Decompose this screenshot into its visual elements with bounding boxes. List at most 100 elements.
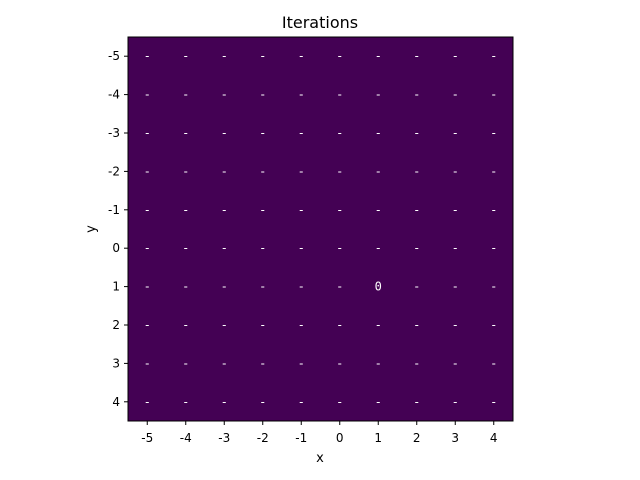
heatmap-cell-empty: - [452,203,459,217]
y-axis-ticks: -5 -4 -3 -2 -1 0 1 2 3 4 [108,49,128,409]
heatmap-cell-empty: - [413,88,420,102]
heatmap-cell-empty: - [259,395,266,409]
heatmap-cell-empty: - [221,126,228,140]
heatmap-cell-empty: - [259,126,266,140]
heatmap-cell-empty: - [413,203,420,217]
x-tick-label: -1 [295,431,307,445]
heatmap-cell-empty: - [182,88,189,102]
heatmap-cell-empty: - [490,203,497,217]
heatmap-cell-empty: - [182,395,189,409]
heatmap-cell-empty: - [413,395,420,409]
heatmap-cell-empty: - [144,318,151,332]
x-axis-label: x [316,451,324,466]
heatmap-cell-empty: - [182,164,189,178]
x-tick-label: 3 [451,431,459,445]
heatmap-cell-empty: - [182,126,189,140]
heatmap-cell-empty: - [375,203,382,217]
heatmap-cell-empty: - [221,356,228,370]
heatmap-cell-empty: - [413,164,420,178]
heatmap-cell-empty: - [375,88,382,102]
heatmap-cell-empty: - [490,241,497,255]
y-tick-label: 4 [112,395,120,409]
y-tick-label: 1 [112,280,120,294]
heatmap-cell-empty: - [298,203,305,217]
heatmap-cell-empty: - [452,88,459,102]
heatmap-cell-empty: - [221,88,228,102]
heatmap-cell-empty: - [413,318,420,332]
y-tick-label: -2 [108,164,120,178]
heatmap-cell-empty: - [298,164,305,178]
heatmap-cell-empty: - [259,49,266,63]
heatmap-cell-empty: - [144,280,151,294]
heatmap-cell-empty: - [336,88,343,102]
heatmap-cell-empty: - [336,49,343,63]
heatmap-cell-empty: - [336,164,343,178]
heatmap-cell-empty: - [413,49,420,63]
heatmap-cell-empty: - [298,318,305,332]
heatmap-cell-empty: - [490,318,497,332]
heatmap-cell-empty: - [221,203,228,217]
heatmap-cell-empty: - [490,49,497,63]
y-tick-label: -4 [108,88,120,102]
heatmap-cell-empty: - [336,241,343,255]
heatmap-cell-empty: - [452,49,459,63]
heatmap-cell-empty: - [413,126,420,140]
heatmap-cell-empty: - [490,395,497,409]
heatmap-cell-empty: - [413,356,420,370]
heatmap-cell-empty: - [144,126,151,140]
heatmap-cell-labels: - - - - - - - - - - - - - - - - - - - - - - - - - - - - - - - - - - - - - - - -… [144,49,498,409]
heatmap-cell-empty: - [336,395,343,409]
heatmap-cell-empty: - [298,241,305,255]
heatmap-cell-empty: - [452,318,459,332]
heatmap-cell-empty: - [375,164,382,178]
heatmap-cell-empty: - [490,126,497,140]
x-tick-label: -2 [257,431,269,445]
heatmap-cell-empty: - [413,280,420,294]
heatmap-cell-empty: - [259,280,266,294]
x-axis-ticks: -5 -4 -3 -2 -1 0 1 2 3 4 [141,421,498,445]
heatmap-cell-empty: - [259,164,266,178]
heatmap-cell-empty: - [259,356,266,370]
heatmap-cell-empty: - [182,241,189,255]
heatmap-cell-empty: - [452,164,459,178]
heatmap-cell-empty: - [452,241,459,255]
heatmap-cell-empty: - [182,203,189,217]
y-tick-label: -1 [108,203,120,217]
heatmap-cell-empty: - [452,395,459,409]
heatmap-cell-empty: - [144,203,151,217]
heatmap-area [127,36,514,422]
heatmap-cell-empty: - [259,203,266,217]
heatmap-cell-empty: - [259,318,266,332]
heatmap-cell-empty: - [144,49,151,63]
heatmap-cell-empty: - [452,356,459,370]
heatmap-cell-empty: - [182,49,189,63]
y-tick-label: -5 [108,49,120,63]
heatmap-cell-empty: - [375,356,382,370]
heatmap-cell-empty: - [336,126,343,140]
x-tick-label: 1 [374,431,382,445]
heatmap-cell-empty: - [259,241,266,255]
heatmap-cell-value: 0 [375,280,382,294]
heatmap-cell-empty: - [413,241,420,255]
heatmap-cell-empty: - [375,395,382,409]
heatmap-cell-empty: - [336,318,343,332]
heatmap-cell-empty: - [375,49,382,63]
y-tick-label: -3 [108,126,120,140]
heatmap-cell-empty: - [375,318,382,332]
heatmap-cell-empty: - [221,164,228,178]
heatmap-cell-empty: - [336,280,343,294]
heatmap-cell-empty: - [298,356,305,370]
y-tick-label: 2 [112,318,120,332]
heatmap-cell-empty: - [452,126,459,140]
heatmap-cell-empty: - [144,88,151,102]
heatmap-cell-empty: - [490,88,497,102]
heatmap-cell-empty: - [375,241,382,255]
heatmap-cell-empty: - [144,241,151,255]
heatmap-cell-empty: - [182,356,189,370]
x-tick-label: -4 [180,431,192,445]
heatmap-cell-empty: - [144,164,151,178]
chart-title: Iterations [282,13,358,32]
x-tick-label: -3 [218,431,230,445]
heatmap-cell-empty: - [221,49,228,63]
x-tick-label: 2 [413,431,421,445]
